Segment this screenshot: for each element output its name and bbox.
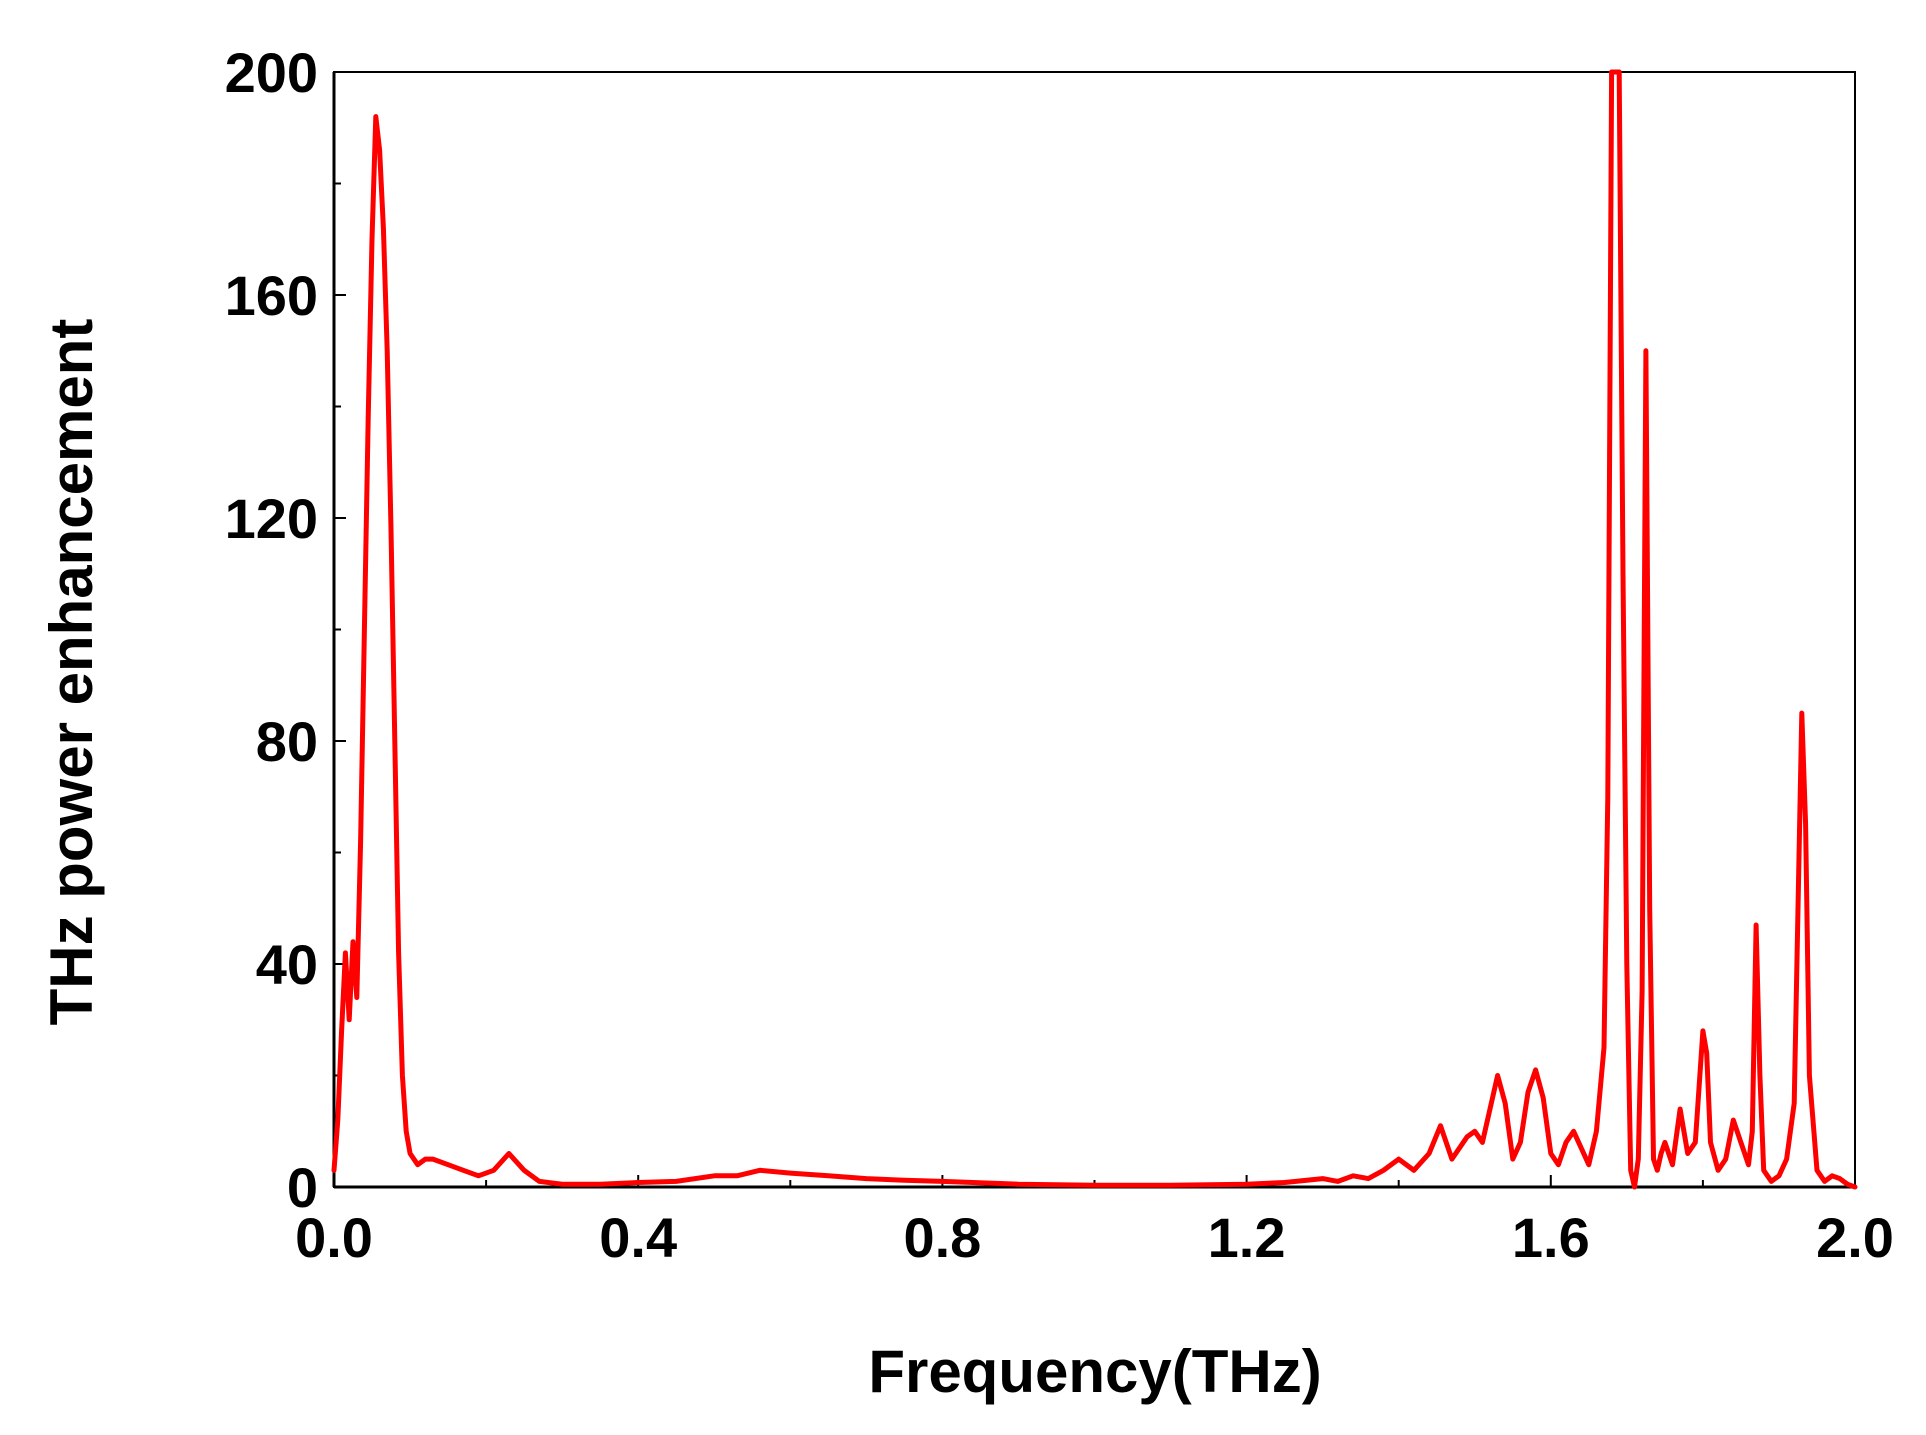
x-tick-label: 0.4 <box>599 1206 677 1269</box>
series-layer <box>331 69 1858 1190</box>
series-line <box>331 69 1858 1190</box>
x-tick-label: 0.0 <box>295 1206 373 1269</box>
x-tick-label: 0.8 <box>903 1206 981 1269</box>
x-axis-ticks: 0.0 0.4 0.8 1.2 1.6 2.0 <box>295 1175 1894 1269</box>
y-tick-label: 40 <box>256 933 318 996</box>
y-tick-label: 160 <box>225 264 318 327</box>
y-tick-label: 0 <box>287 1156 318 1219</box>
x-tick-label: 1.6 <box>1512 1206 1590 1269</box>
x-tick-label: 1.2 <box>1208 1206 1286 1269</box>
y-tick-label: 80 <box>256 710 318 773</box>
x-axis-label: Frequency(THz) <box>868 1338 1321 1405</box>
x-tick-label: 2.0 <box>1816 1206 1894 1269</box>
y-tick-label: 200 <box>225 41 318 104</box>
y-tick-label: 120 <box>225 487 318 550</box>
y-axis-label: THz power enhancement <box>38 319 105 1026</box>
y-axis-ticks: 0 40 80 120 160 200 <box>225 41 346 1219</box>
